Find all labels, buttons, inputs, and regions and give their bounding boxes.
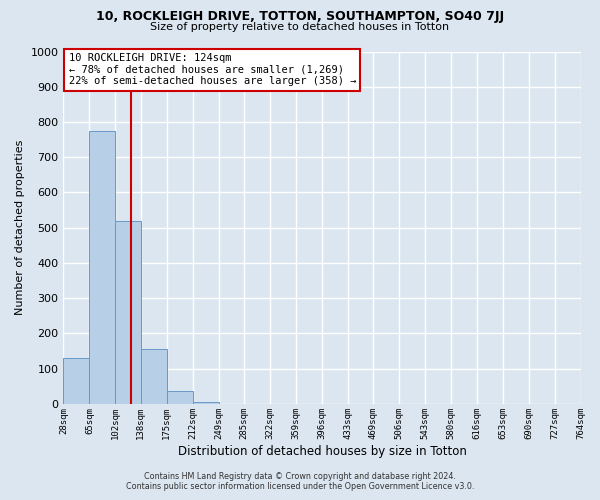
X-axis label: Distribution of detached houses by size in Totton: Distribution of detached houses by size … bbox=[178, 444, 466, 458]
Text: 10 ROCKLEIGH DRIVE: 124sqm
← 78% of detached houses are smaller (1,269)
22% of s: 10 ROCKLEIGH DRIVE: 124sqm ← 78% of deta… bbox=[68, 54, 356, 86]
Bar bbox=[193, 402, 218, 404]
Bar bbox=[115, 220, 140, 404]
Y-axis label: Number of detached properties: Number of detached properties bbox=[15, 140, 25, 316]
Bar bbox=[167, 390, 193, 404]
Text: 10, ROCKLEIGH DRIVE, TOTTON, SOUTHAMPTON, SO40 7JJ: 10, ROCKLEIGH DRIVE, TOTTON, SOUTHAMPTON… bbox=[96, 10, 504, 23]
Text: Contains HM Land Registry data © Crown copyright and database right 2024.
Contai: Contains HM Land Registry data © Crown c… bbox=[126, 472, 474, 491]
Bar bbox=[140, 348, 167, 404]
Bar bbox=[64, 358, 89, 404]
Text: Size of property relative to detached houses in Totton: Size of property relative to detached ho… bbox=[151, 22, 449, 32]
Bar bbox=[89, 131, 115, 404]
